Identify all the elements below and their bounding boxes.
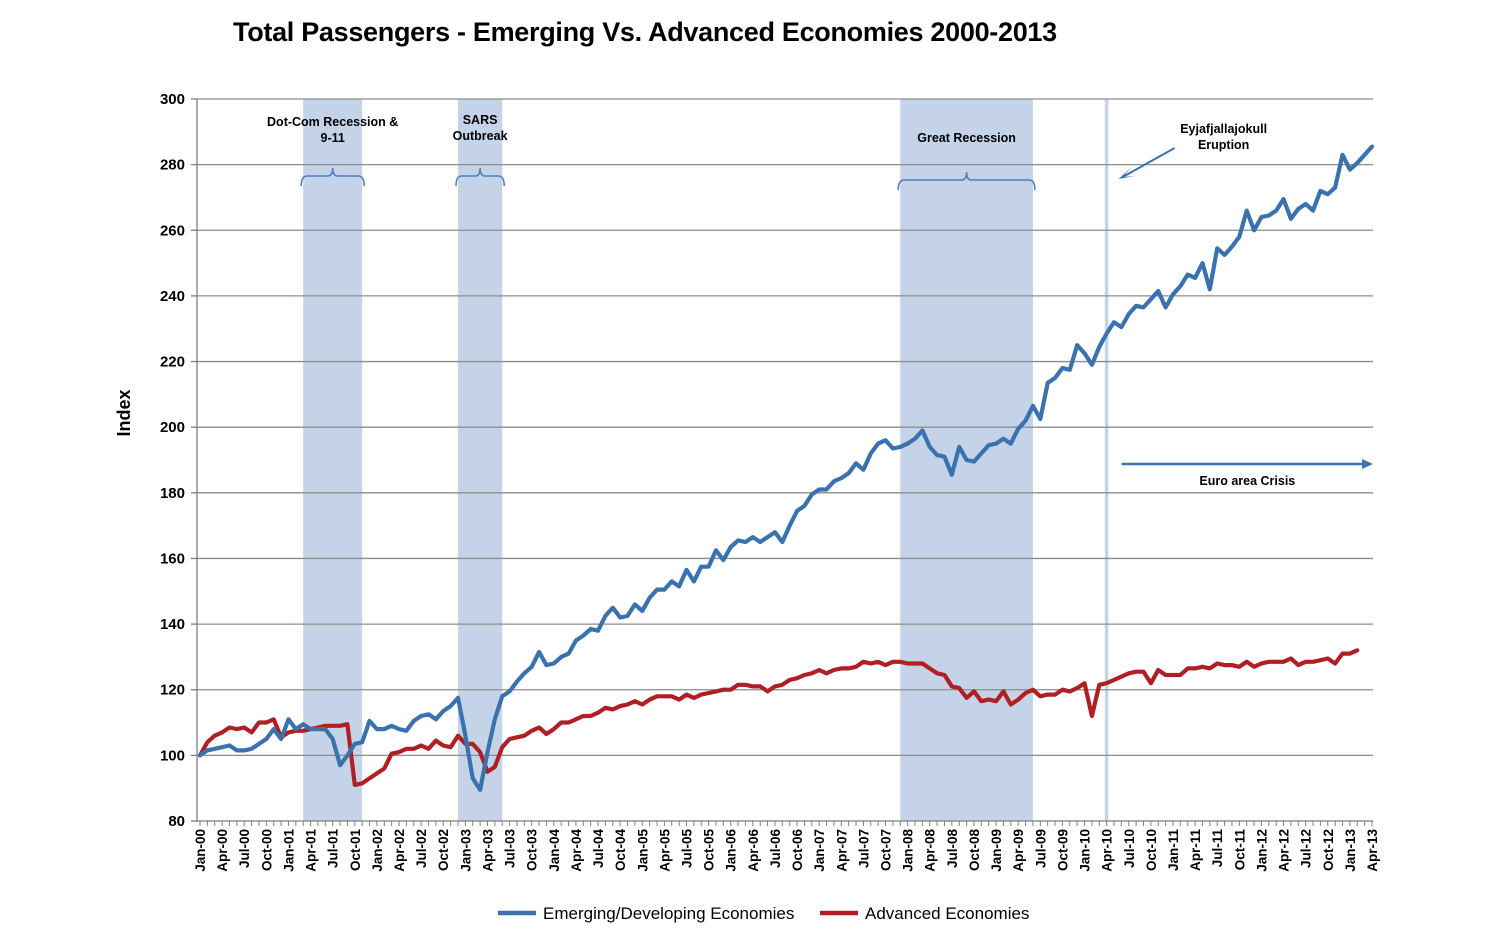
x-tick-label: Jul-09: [1033, 829, 1048, 868]
x-tick-label: Jan-13: [1343, 829, 1358, 872]
x-tick-label: Jan-10: [1078, 829, 1093, 872]
shaded-period-0: [303, 99, 363, 821]
y-tick-label: 240: [160, 288, 185, 305]
x-tick-label: Jan-05: [635, 829, 650, 872]
x-tick-label: Jan-03: [458, 829, 473, 872]
shaded-period-label-0: Dot-Com Recession & 9-11: [267, 115, 398, 145]
event-arrow-0: [1122, 147, 1176, 178]
y-tick-label: 160: [160, 550, 185, 567]
series-line-0: [197, 144, 1375, 792]
x-tick-label: Apr-01: [304, 829, 319, 872]
shaded-period-label-1: SARS Outbreak: [453, 113, 508, 143]
x-tick-label: Jan-02: [370, 829, 385, 872]
annotations: Dot-Com Recession & 9-11 SARS Outbreak Great…: [267, 113, 1373, 488]
x-tick-label: Oct-07: [879, 829, 894, 871]
shaded-period-1: [457, 99, 503, 821]
y-tick-label: 180: [160, 485, 185, 502]
x-tick-label: Apr-05: [657, 829, 672, 872]
y-tick-label: 260: [160, 222, 185, 239]
x-tick-label: Oct-02: [436, 829, 451, 871]
x-tick-label: Oct-12: [1321, 829, 1336, 871]
y-tick-label: 200: [160, 419, 185, 436]
legend-label-0: Emerging/Developing Economies: [543, 904, 794, 923]
x-tick-label: Apr-10: [1100, 829, 1115, 872]
annotation-label-0: Euro area Crisis: [1199, 474, 1295, 488]
y-tick-label: 220: [160, 354, 185, 371]
x-tick-label: Oct-03: [525, 829, 540, 872]
x-tick-label: Jan-08: [901, 829, 916, 872]
y-tick-label: 280: [160, 157, 185, 174]
x-tick-label: Jan-00: [193, 829, 208, 872]
bracket-1: [455, 167, 506, 187]
x-tick-label: Jul-12: [1299, 829, 1314, 868]
y-tick-label: 120: [160, 682, 185, 699]
x-tick-label: Jan-06: [724, 829, 739, 872]
x-tick-label: Apr-04: [569, 829, 584, 872]
series-line-1: [197, 648, 1360, 788]
x-tick-label: Oct-01: [348, 829, 363, 872]
y-tick-labels: 80 100 120 140 160 180 200 220 240 260 280 300: [160, 91, 185, 830]
legend: Emerging/Developing Economies Advanced Ec…: [498, 904, 1029, 923]
x-tick-label: Jul-04: [591, 829, 606, 869]
x-tick-label: Oct-09: [1055, 829, 1070, 871]
x-tick-label: Apr-00: [215, 829, 230, 872]
x-tick-label: Jul-07: [856, 829, 871, 868]
gridlines: [197, 98, 1373, 757]
y-axis-label: Index: [114, 389, 134, 436]
annotation-arrowhead-0: [1362, 459, 1373, 469]
y-tick-label: 100: [160, 747, 185, 764]
y-tick-label: 140: [160, 616, 185, 633]
y-tick-label: 80: [168, 813, 185, 830]
legend-label-1: Advanced Economies: [865, 904, 1029, 923]
x-tick-label: Apr-06: [746, 829, 761, 872]
x-tick-label: Jul-03: [503, 829, 518, 869]
x-tick-label: Jan-04: [547, 829, 562, 872]
x-tick-label: Jul-10: [1122, 829, 1137, 868]
event-label-0: Eyjafjallajokull Eruption: [1180, 122, 1267, 152]
x-tick-labels: Jan-00 Apr-00 Jul-00 Oct-00 Jan-01 Apr-01 Jul-…: [193, 829, 1380, 872]
x-tick-label: Jan-09: [989, 829, 1004, 872]
x-tick-label: Jul-00: [237, 829, 252, 868]
shaded-periods: [303, 99, 1109, 821]
x-tick-label: Apr-08: [923, 829, 938, 872]
x-tick-label: Jul-01: [326, 829, 341, 869]
x-tick-label: Apr-11: [1188, 829, 1203, 872]
x-tick-label: Apr-07: [834, 829, 849, 872]
bracket-2: [897, 171, 1036, 191]
x-tick-label: Jul-08: [945, 829, 960, 869]
chart-title: Total Passengers - Emerging Vs. Advanced…: [233, 17, 1057, 47]
bracket-0: [300, 167, 365, 187]
x-tick-label: Oct-06: [790, 829, 805, 872]
y-tick-label: 300: [160, 91, 185, 108]
x-tick-label: Apr-13: [1365, 829, 1380, 872]
x-tick-label: Oct-10: [1144, 829, 1159, 871]
x-tick-label: Jul-02: [414, 829, 429, 868]
x-tick-label: Jul-11: [1210, 829, 1225, 868]
x-tick-label: Oct-11: [1232, 829, 1247, 871]
x-tick-label: Oct-04: [613, 829, 628, 872]
x-tick-label: Jan-12: [1254, 829, 1269, 872]
x-tick-label: Apr-02: [392, 829, 407, 872]
x-tick-label: Apr-12: [1277, 829, 1292, 872]
event-arrowhead-0: [1118, 167, 1135, 179]
axes: [191, 98, 1373, 826]
x-tick-label: Jan-01: [281, 829, 296, 872]
x-tick-label: Oct-00: [259, 829, 274, 871]
x-tick-label: Oct-08: [967, 829, 982, 872]
shaded-period-label-2: Great Recession: [917, 131, 1016, 145]
x-tick-label: Apr-03: [480, 829, 495, 872]
x-tick-label: Oct-05: [702, 829, 717, 872]
x-tick-label: Jul-05: [679, 829, 694, 869]
series-lines: [197, 144, 1375, 792]
x-tick-label: Apr-09: [1011, 829, 1026, 872]
x-tick-label: Jan-07: [812, 829, 827, 872]
x-tick-label: Jan-11: [1166, 829, 1181, 872]
x-tick-label: Jul-06: [768, 829, 783, 869]
